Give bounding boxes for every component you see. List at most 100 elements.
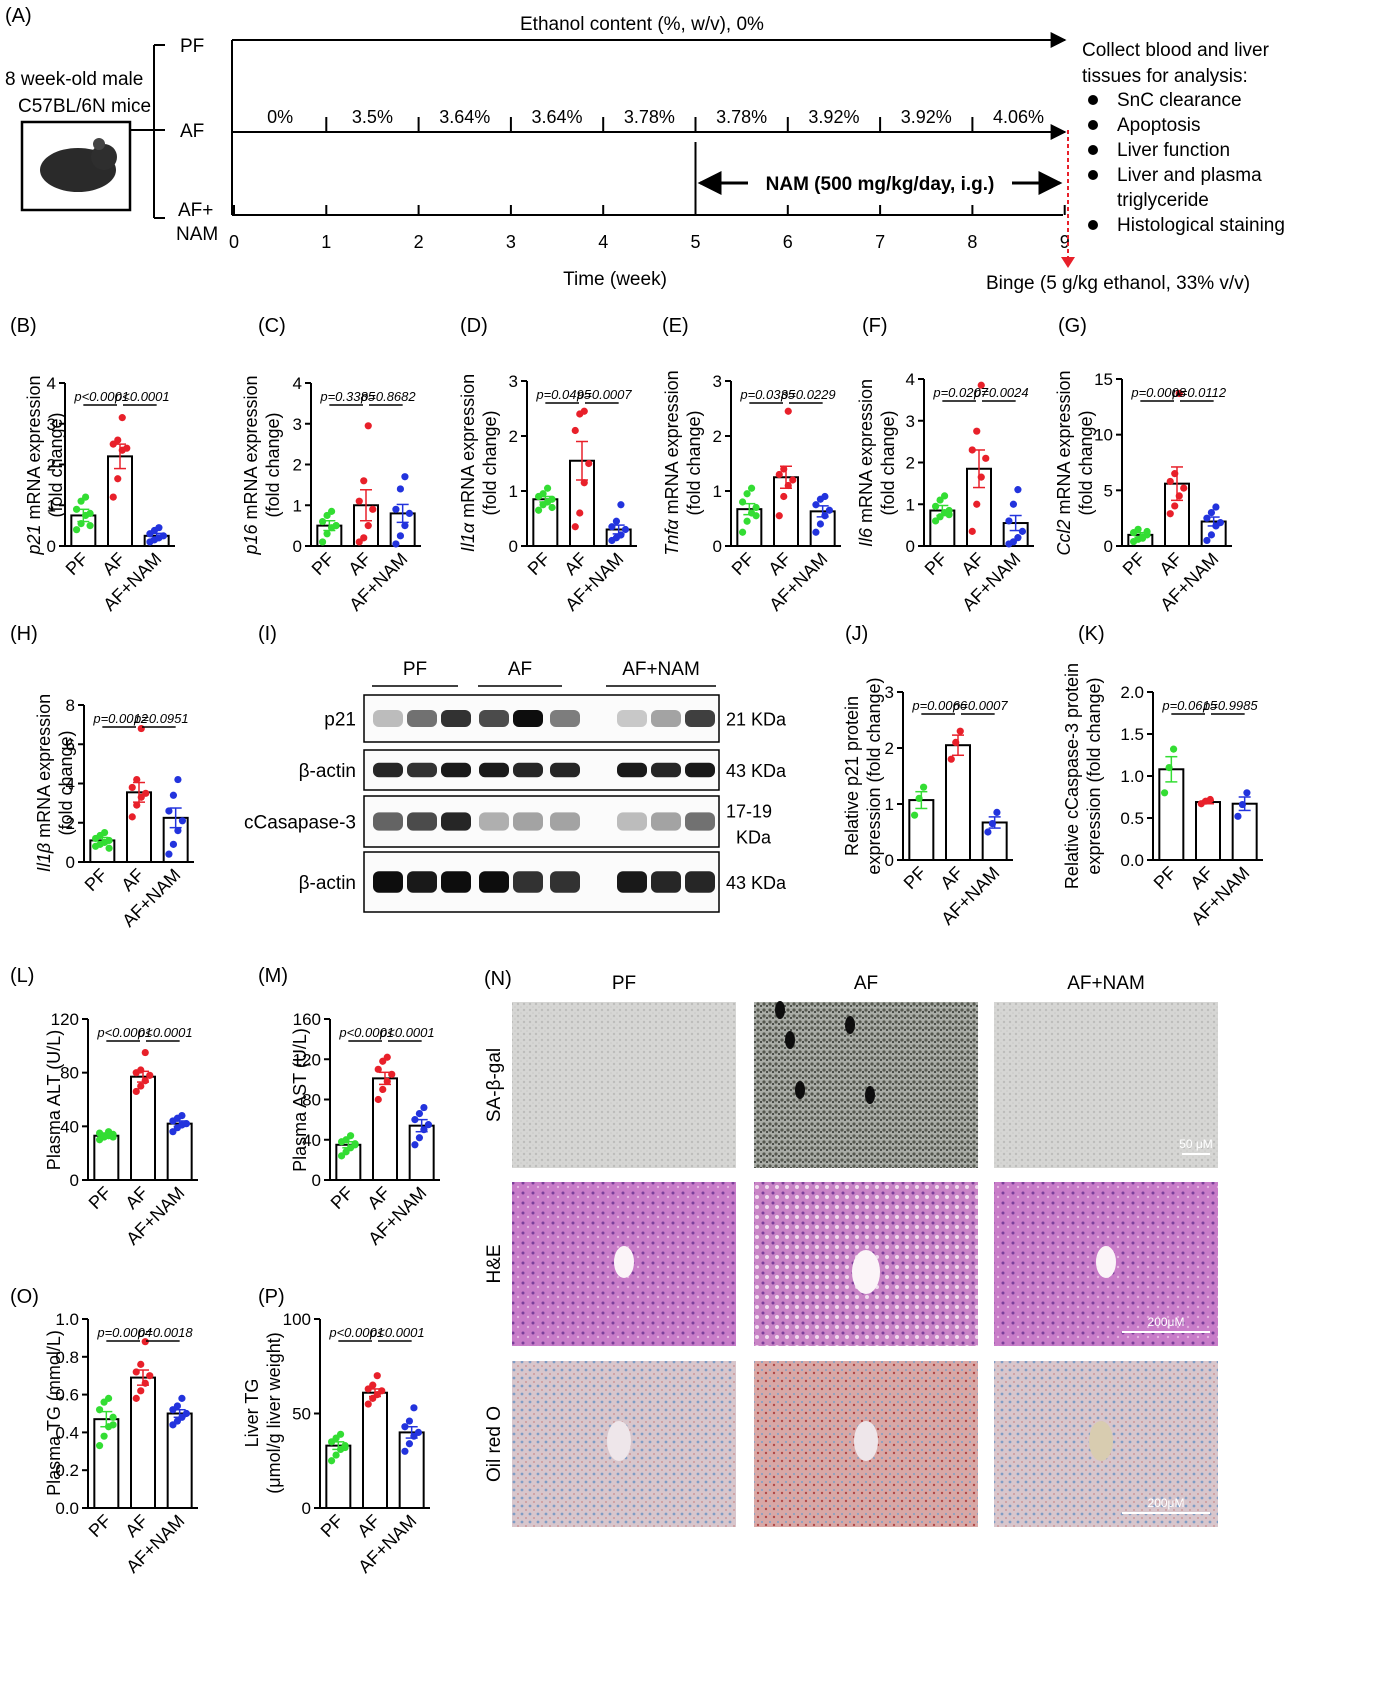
- panel-letter: (L): [10, 965, 34, 987]
- blot-band: [617, 762, 647, 778]
- data-point: [141, 1077, 149, 1085]
- y-axis-label-gene: p16: [241, 524, 261, 556]
- y-axis-label: Il1β mRNA expression: [34, 694, 54, 872]
- y-axis-label: Relative cCaspase-3 protein: [1062, 663, 1082, 889]
- blot-band: [441, 762, 471, 778]
- chart-g: (G) 0 5 10 15 Ccl2 mRNA expression (fold chang…: [1054, 315, 1232, 615]
- data-point: [1207, 508, 1216, 517]
- data-point: [159, 532, 168, 540]
- blot-mw-label: 17-19: [726, 802, 772, 822]
- data-point: [105, 836, 113, 845]
- y-tick-label: 2: [293, 456, 302, 475]
- senescent-stain: [775, 1001, 785, 1019]
- y-axis-label-gene: Tnfα: [662, 519, 682, 556]
- p-value: p=0.0004: [96, 1325, 152, 1340]
- data-point: [585, 459, 593, 468]
- data-point: [1206, 795, 1214, 804]
- y-tick-label: 1: [906, 495, 915, 514]
- data-point: [104, 1394, 113, 1402]
- data-point: [318, 538, 327, 546]
- data-point: [947, 755, 955, 763]
- data-point: [141, 1048, 149, 1057]
- p-value: p=0.0007: [952, 698, 1008, 713]
- y-tick-label: 3: [509, 372, 518, 391]
- bar-af: [945, 744, 971, 862]
- chart-j: (J) 0 1 2 3 Relative p21 protein expression (f…: [842, 623, 1013, 929]
- data-point: [146, 1372, 154, 1380]
- y-tick-label: 0: [1104, 537, 1113, 556]
- data-point: [1169, 745, 1178, 753]
- data-point: [775, 512, 783, 520]
- y-tick-label: 5: [1104, 481, 1113, 500]
- data-point: [396, 532, 405, 540]
- p-value: p=0.0495: [535, 387, 591, 402]
- blot-band: [407, 871, 437, 893]
- y-tick-label: 4: [906, 370, 915, 389]
- histology-row-label: H&E: [484, 1244, 505, 1283]
- data-point: [1166, 477, 1174, 486]
- data-point: [405, 1417, 414, 1425]
- y-axis-label-text: mRNA expression: [662, 370, 682, 519]
- y-axis-label: (fold change): [878, 410, 898, 515]
- x-tick-label: PF: [85, 1183, 115, 1213]
- y-tick-label: 120: [293, 1050, 321, 1069]
- data-point: [81, 493, 90, 501]
- panel-letter: (M): [258, 965, 288, 987]
- data-point: [86, 522, 94, 530]
- y-tick-label: 15: [1094, 370, 1113, 389]
- scale-bar-label: 50 μM: [1179, 1137, 1213, 1151]
- data-point: [977, 473, 985, 481]
- af-ethanol-percent: 3.92%: [808, 107, 859, 127]
- central-vein: [607, 1421, 631, 1461]
- y-tick-label: 0: [713, 537, 722, 556]
- blot-band: [373, 762, 403, 778]
- y-axis-label: Ccl2 mRNA expression: [1054, 370, 1074, 555]
- data-point: [360, 534, 368, 542]
- blot-band: [651, 812, 681, 831]
- data-point: [825, 506, 834, 514]
- histology-panel: (N) PF AF AF+NAM SA-β-gal 50 μM H&E 200μM Oil re…: [484, 968, 1218, 1527]
- scale-bar-label: 200μM: [1148, 1496, 1185, 1510]
- p-value: p=0.0066: [911, 698, 967, 713]
- data-point: [1238, 800, 1247, 809]
- blot-band: [513, 710, 543, 727]
- data-point: [612, 517, 621, 525]
- data-point: [378, 1387, 386, 1395]
- data-point: [388, 1070, 396, 1078]
- y-tick-label: 0: [70, 1171, 79, 1190]
- data-point: [165, 807, 173, 815]
- data-point: [95, 1442, 104, 1450]
- blot-band: [479, 762, 509, 778]
- y-axis-label: (fold change): [46, 412, 66, 517]
- y-axis-label: Plasma TG (mmol/L): [44, 1330, 64, 1496]
- y-axis-label: expression (fold change): [864, 677, 884, 874]
- data-point: [743, 490, 751, 498]
- y-tick-label: 2: [713, 427, 722, 446]
- data-point: [137, 1082, 145, 1090]
- nam-label-bg: [748, 170, 1012, 196]
- y-axis-label: Liver TG: [242, 1379, 262, 1448]
- blot-band: [685, 710, 715, 727]
- x-tick-label: PF: [1119, 549, 1149, 579]
- data-point: [940, 492, 949, 500]
- x-tick-label: PF: [921, 549, 951, 579]
- binge-arrowhead: [1061, 257, 1075, 268]
- data-point: [132, 1368, 140, 1376]
- data-point: [346, 1132, 355, 1140]
- p-value: p=0.0951: [133, 711, 189, 726]
- blot-band: [407, 812, 437, 831]
- af-ethanol-percent: 0%: [267, 107, 293, 127]
- data-point: [580, 479, 588, 487]
- data-point: [984, 828, 992, 836]
- central-vein: [852, 1250, 880, 1294]
- data-point: [548, 503, 556, 512]
- y-tick-label: 0: [47, 537, 56, 556]
- senescent-stain: [795, 1081, 805, 1099]
- y-tick-label: 120: [51, 1010, 79, 1029]
- y-tick-label: 3: [906, 412, 915, 431]
- y-tick-label: 2: [509, 427, 518, 446]
- x-tick-label: PF: [524, 549, 554, 579]
- y-tick-label: 1: [47, 496, 56, 515]
- data-point: [1018, 527, 1027, 535]
